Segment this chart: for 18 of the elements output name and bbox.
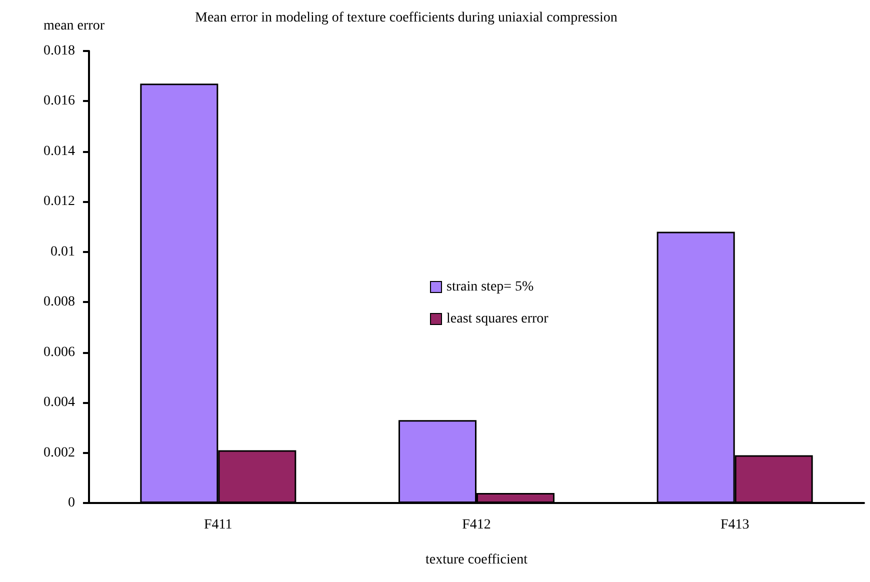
y-tick-label: 0.01 <box>50 244 75 260</box>
x-tick-label: F412 <box>462 518 491 532</box>
legend-label: strain step= 5% <box>446 280 534 294</box>
y-tick-label: 0.002 <box>44 445 75 460</box>
y-tick-label: 0.018 <box>44 44 75 58</box>
y-tick-label: 0.006 <box>44 344 75 360</box>
y-axis-title: mean error <box>43 18 105 34</box>
x-tick-label: F411 <box>204 518 232 532</box>
chart-title: Mean error in modeling of texture coefficients during uniaxial compression <box>195 10 618 26</box>
y-tick-label: 0 <box>68 496 75 510</box>
y-tick-label: 0.004 <box>44 395 75 410</box>
x-tick-label: F413 <box>720 518 750 532</box>
y-tick-label: 0.008 <box>44 294 75 310</box>
y-tick-label: 0.016 <box>44 94 75 109</box>
legend-label: least squares error <box>446 312 549 326</box>
y-tick-label: 0.012 <box>44 194 75 210</box>
x-axis-title: texture coefficient <box>426 552 528 568</box>
y-tick-label: 0.014 <box>44 144 75 159</box>
